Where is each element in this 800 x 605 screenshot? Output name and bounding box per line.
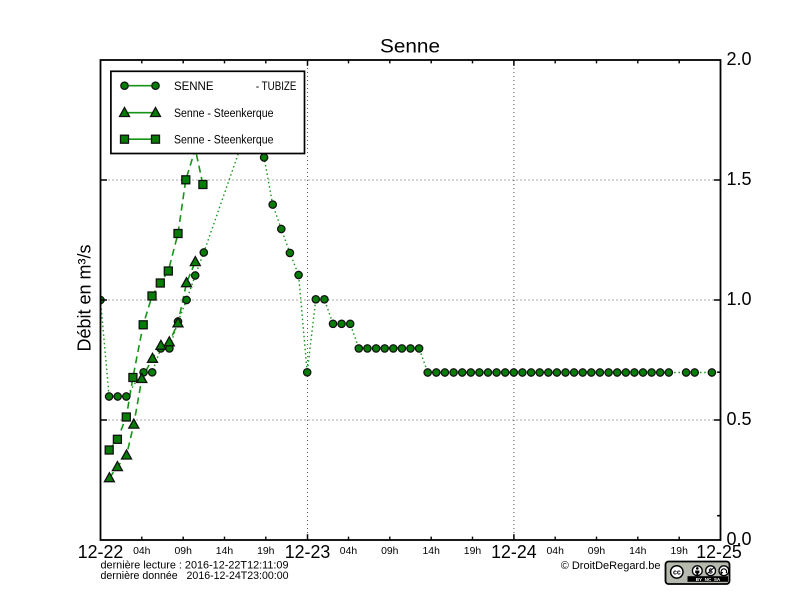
svg-text:12-23: 12-23: [285, 542, 331, 562]
svg-text:09h: 09h: [175, 545, 193, 557]
svg-text:09h: 09h: [588, 545, 606, 557]
svg-text:Senne: Senne: [380, 37, 440, 58]
svg-text:BY NC SA: BY NC SA: [696, 577, 721, 582]
svg-text:1.0: 1.0: [727, 289, 752, 309]
svg-text:Débit en m³/s: Débit en m³/s: [75, 244, 95, 351]
svg-text:04h: 04h: [547, 545, 565, 557]
svg-text:cc: cc: [673, 569, 681, 576]
svg-text:2.0: 2.0: [727, 49, 752, 69]
svg-text:04h: 04h: [133, 545, 151, 557]
svg-text:19h: 19h: [257, 545, 275, 557]
svg-text:14h: 14h: [216, 545, 234, 557]
svg-text:© DroitDeRegard.be: © DroitDeRegard.be: [561, 560, 661, 572]
svg-text:0.0: 0.0: [727, 529, 752, 549]
svg-text:Senne - Steenkerque: Senne - Steenkerque: [174, 135, 274, 147]
svg-text:19h: 19h: [464, 545, 482, 557]
svg-text:dernière lecture : 2016-12-22T: dernière lecture : 2016-12-22T12:11:09: [101, 560, 289, 572]
svg-text:Senne - Steenkerque: Senne - Steenkerque: [174, 108, 274, 120]
svg-text:12-24: 12-24: [491, 542, 537, 562]
svg-text:- TUBIZE: - TUBIZE: [256, 81, 297, 93]
svg-text:14h: 14h: [423, 545, 441, 557]
svg-text:12-22: 12-22: [78, 542, 124, 562]
svg-text:SENNE: SENNE: [174, 81, 214, 93]
svg-text:19h: 19h: [671, 545, 689, 557]
svg-text:1.5: 1.5: [727, 169, 752, 189]
svg-text:12-25: 12-25: [696, 542, 742, 562]
svg-text:14h: 14h: [629, 545, 647, 557]
svg-text:04h: 04h: [340, 545, 358, 557]
svg-text:09h: 09h: [381, 545, 399, 557]
svg-text:0.5: 0.5: [727, 409, 752, 429]
svg-text:dernière donnée 2016-12-24T2: dernière donnée 2016-12-24T23:00:00: [101, 570, 289, 582]
